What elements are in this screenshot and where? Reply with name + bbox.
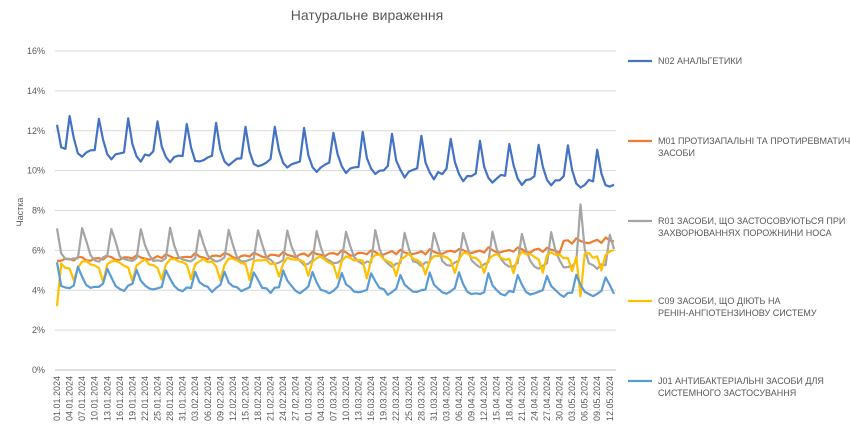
x-tick-label: 03.04.2024 <box>441 376 451 421</box>
x-tick-label: 24.02.2024 <box>278 376 288 421</box>
legend-label: ЗАСОБИ <box>658 148 695 158</box>
x-tick-label: 12.04.2024 <box>479 376 489 421</box>
x-tick-label: 03.05.2024 <box>567 376 577 421</box>
series-line-3 <box>55 203 616 270</box>
series-line-4 <box>55 248 615 307</box>
legend-label: ЗАХВОРЮВАННЯХ ПОРОЖНИНИ НОСА <box>658 228 832 238</box>
y-axis-label: Частка <box>15 198 25 227</box>
x-tick-label: 22.03.2024 <box>391 376 401 421</box>
x-tick-label: 31.01.2024 <box>178 376 188 421</box>
x-tick-label: 18.04.2024 <box>504 376 514 421</box>
legend-label: R01 ЗАСОБИ, ЩО ЗАСТОСОВУЮТЬСЯ ПРИ <box>658 216 845 226</box>
gridlines <box>55 50 616 371</box>
legend-label: C09 ЗАСОБИ, ЩО ДІЮТЬ НА <box>658 296 780 306</box>
y-tick-label: 10% <box>27 166 45 176</box>
y-tick-label: 4% <box>32 285 45 295</box>
legend-item-5: J01 АНТИБАКТЕРІАЛЬНІ ЗАСОБИ ДЛЯ СИСТЕМНОГ… <box>628 376 824 398</box>
x-tick-label: 19.01.2024 <box>127 376 137 421</box>
x-tick-label: 27.04.2024 <box>542 376 552 421</box>
chart-title: Натуральне вираження <box>291 7 443 23</box>
x-tick-label: 21.02.2024 <box>266 376 276 421</box>
legend-label: СИСТЕМНОГО ЗАСТОСУВАННЯ <box>658 388 796 398</box>
legend-label: M01 ПРОТИЗАПАЛЬНІ ТА ПРОТИРЕВМАТИЧНІ <box>658 136 850 146</box>
y-tick-label: 0% <box>32 365 45 375</box>
x-tick-label: 01.03.2024 <box>303 376 313 421</box>
legend-item-2: M01 ПРОТИЗАПАЛЬНІ ТА ПРОТИРЕВМАТИЧНІ ЗАСО… <box>628 136 850 158</box>
x-tick-label: 18.02.2024 <box>253 376 263 421</box>
x-tick-label: 21.04.2024 <box>517 376 527 421</box>
x-tick-label: 13.03.2024 <box>354 376 364 421</box>
series-line-2 <box>56 236 615 263</box>
x-tick-label: 27.02.2024 <box>291 376 301 421</box>
y-tick-label: 8% <box>32 206 45 216</box>
x-tick-label: 06.02.2024 <box>203 376 213 421</box>
x-tick-label: 25.03.2024 <box>404 376 414 421</box>
x-tick-label: 15.02.2024 <box>240 376 250 421</box>
legend-label: J01 АНТИБАКТЕРІАЛЬНІ ЗАСОБИ ДЛЯ <box>658 376 824 386</box>
x-tick-label: 25.01.2024 <box>153 376 163 421</box>
x-axis-ticks: 01.01.2024 04.01.2024 07.01.2024 10.01.2024… <box>52 376 615 421</box>
legend-item-3: R01 ЗАСОБИ, ЩО ЗАСТОСОВУЮТЬСЯ ПРИ ЗАХВОРЮ… <box>628 216 845 238</box>
legend-item-1: N02 АНАЛЬГЕТИКИ <box>628 56 742 66</box>
legend-label: N02 АНАЛЬГЕТИКИ <box>658 56 742 66</box>
x-tick-label: 10.01.2024 <box>90 376 100 421</box>
x-tick-label: 12.02.2024 <box>228 376 238 421</box>
x-tick-label: 28.01.2024 <box>165 376 175 421</box>
legend-label: РЕНІН-АНГІОТЕНЗИНОВУ СИСТЕМУ <box>658 308 817 318</box>
x-tick-label: 03.02.2024 <box>190 376 200 421</box>
x-tick-label: 07.03.2024 <box>328 376 338 421</box>
y-tick-label: 2% <box>32 325 45 335</box>
x-tick-label: 13.01.2024 <box>102 376 112 421</box>
x-tick-label: 06.05.2024 <box>580 376 590 421</box>
x-tick-label: 30.04.2024 <box>555 376 565 421</box>
x-tick-label: 28.03.2024 <box>416 376 426 421</box>
x-tick-label: 06.04.2024 <box>454 376 464 421</box>
x-tick-label: 10.03.2024 <box>341 376 351 421</box>
y-tick-label: 14% <box>27 86 45 96</box>
x-tick-label: 09.02.2024 <box>215 376 225 421</box>
x-tick-label: 01.01.2024 <box>52 376 62 421</box>
x-tick-label: 09.05.2024 <box>592 376 602 421</box>
legend: N02 АНАЛЬГЕТИКИ M01 ПРОТИЗАПАЛЬНІ ТА ПРОТ… <box>628 56 850 398</box>
x-tick-label: 22.01.2024 <box>140 376 150 421</box>
y-axis-ticks: 0% 2% 4% 6% 8% 10% 12% 14% 16% <box>27 46 45 375</box>
x-tick-label: 24.04.2024 <box>529 376 539 421</box>
x-tick-label: 16.01.2024 <box>115 376 125 421</box>
y-tick-label: 6% <box>32 245 45 255</box>
series-line-5 <box>55 262 615 298</box>
x-tick-label: 12.05.2024 <box>605 376 615 421</box>
x-tick-label: 16.03.2024 <box>366 376 376 421</box>
y-tick-label: 12% <box>27 126 45 136</box>
y-tick-label: 16% <box>27 46 45 56</box>
x-tick-label: 19.03.2024 <box>379 376 389 421</box>
legend-item-4: C09 ЗАСОБИ, ЩО ДІЮТЬ НА РЕНІН-АНГІОТЕНЗИН… <box>628 296 817 318</box>
x-tick-label: 09.04.2024 <box>467 376 477 421</box>
x-tick-label: 15.04.2024 <box>492 376 502 421</box>
x-tick-label: 07.01.2024 <box>77 376 87 421</box>
series-lines <box>55 114 616 307</box>
x-tick-label: 04.03.2024 <box>316 376 326 421</box>
series-line-1 <box>55 114 615 189</box>
x-tick-label: 31.03.2024 <box>429 376 439 421</box>
x-tick-label: 04.01.2024 <box>65 376 75 421</box>
